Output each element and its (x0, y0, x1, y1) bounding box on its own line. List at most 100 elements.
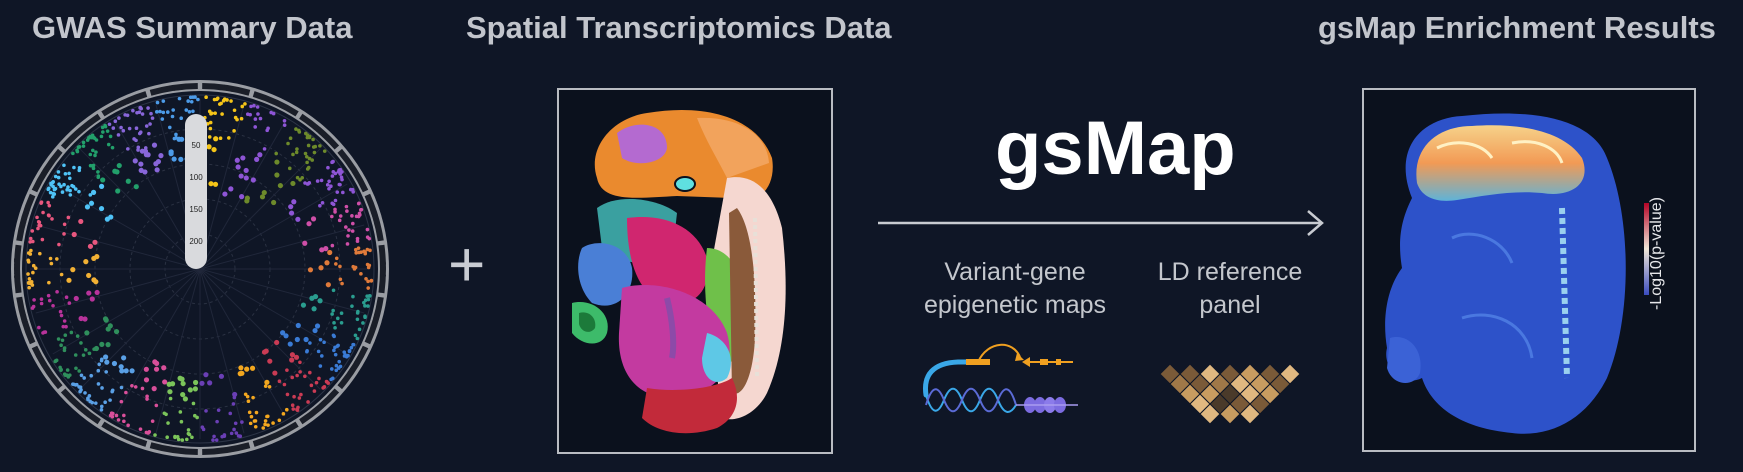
gwas-point (297, 396, 302, 400)
gwas-point (136, 148, 140, 152)
gwas-point (231, 402, 236, 406)
gwas-point (138, 167, 144, 173)
chromosome-band (299, 388, 340, 425)
gwas-point (111, 360, 118, 367)
gwas-point (356, 246, 361, 250)
gwas-point (63, 333, 68, 338)
chromosome-label: Chr6 (378, 260, 387, 278)
gwas-point (232, 108, 237, 113)
gwas-point (98, 183, 105, 189)
gwas-point (258, 116, 263, 121)
gwas-point (62, 348, 67, 353)
gwas-point (116, 418, 121, 422)
gwas-point (84, 204, 91, 210)
gwas-point (368, 248, 372, 253)
gwas-point (304, 154, 309, 159)
gwas-point (30, 229, 35, 233)
gwas-point (151, 386, 157, 392)
gwas-point (366, 286, 370, 290)
gwas-point (36, 226, 40, 231)
gwas-point (71, 231, 77, 238)
gwas-point (338, 182, 342, 187)
gwas-point (286, 141, 290, 146)
gwas-point (171, 156, 177, 162)
gwas-point (39, 301, 44, 306)
gwas-point (274, 172, 280, 178)
gwas-point (322, 340, 326, 345)
gwas-point (53, 174, 58, 179)
gwas-point (89, 373, 94, 378)
gwas-point (339, 320, 344, 325)
gwas-point (249, 104, 253, 109)
gwas-point (357, 327, 362, 332)
gwas-point (93, 153, 97, 158)
gwas-point (73, 353, 78, 357)
gwas-point (94, 150, 98, 154)
gwas-point (186, 99, 190, 103)
scale-tick-label: 100 (189, 173, 203, 182)
gwas-point (27, 285, 31, 290)
gwas-point (349, 345, 354, 350)
gwas-point (187, 109, 192, 114)
gwas-point (96, 382, 101, 386)
gwas-point (330, 312, 334, 316)
gwas-point (134, 126, 139, 130)
gwas-point (180, 391, 186, 398)
gwas-point (108, 214, 114, 220)
gwas-point (37, 223, 41, 228)
gwas-point (63, 172, 68, 176)
gwas-point (187, 432, 192, 437)
gwas-point (204, 409, 208, 413)
gwas-point (96, 175, 101, 180)
gwas-point (330, 243, 335, 248)
gwas-point (229, 99, 233, 103)
gwas-point (28, 240, 32, 244)
gwas-point (165, 435, 169, 440)
gwas-point (318, 144, 322, 148)
gwas-point (48, 256, 53, 261)
gwas-point (351, 342, 356, 347)
gwas-point (155, 110, 159, 114)
gwas-point (216, 408, 221, 412)
gwas-point (135, 110, 139, 115)
gwas-point (305, 349, 309, 354)
gwas-point (234, 157, 240, 163)
gwas-point (127, 126, 132, 131)
gwas-point (193, 95, 197, 99)
gwas-point (68, 176, 72, 181)
gwas-point (334, 262, 338, 266)
gwas-point (248, 112, 252, 117)
gwas-point (365, 227, 370, 232)
flow-arrow (878, 210, 1324, 236)
gwas-point (256, 112, 260, 116)
gwas-point (82, 316, 88, 322)
gwas-point (56, 175, 61, 180)
gwas-point (341, 190, 345, 195)
gwas-point (355, 336, 360, 341)
gwas-point (52, 192, 57, 196)
gwas-point (343, 353, 347, 357)
gwas-point (107, 122, 112, 127)
gwas-point (108, 398, 112, 402)
gwas-point (207, 135, 212, 139)
gwas-point (336, 343, 340, 348)
gwas-point (100, 386, 104, 390)
gwas-point (312, 293, 319, 300)
ld-caption-line1: LD reference (1157, 258, 1303, 286)
gwas-point (105, 129, 110, 133)
gwas-point (84, 330, 90, 336)
gwas-point (155, 100, 160, 105)
gwas-point (261, 189, 267, 196)
gwas-point (192, 386, 198, 392)
gwas-point (96, 368, 101, 373)
gwas-point (144, 124, 149, 128)
gwas-point (322, 149, 327, 153)
gwas-point (369, 279, 374, 283)
chromosome-band (252, 421, 299, 447)
gwas-point (65, 368, 70, 372)
gwas-point (294, 336, 300, 343)
chromosome-band (337, 345, 369, 390)
gwas-point (267, 384, 272, 389)
gwas-point (269, 110, 273, 115)
gwas-point (81, 140, 86, 145)
